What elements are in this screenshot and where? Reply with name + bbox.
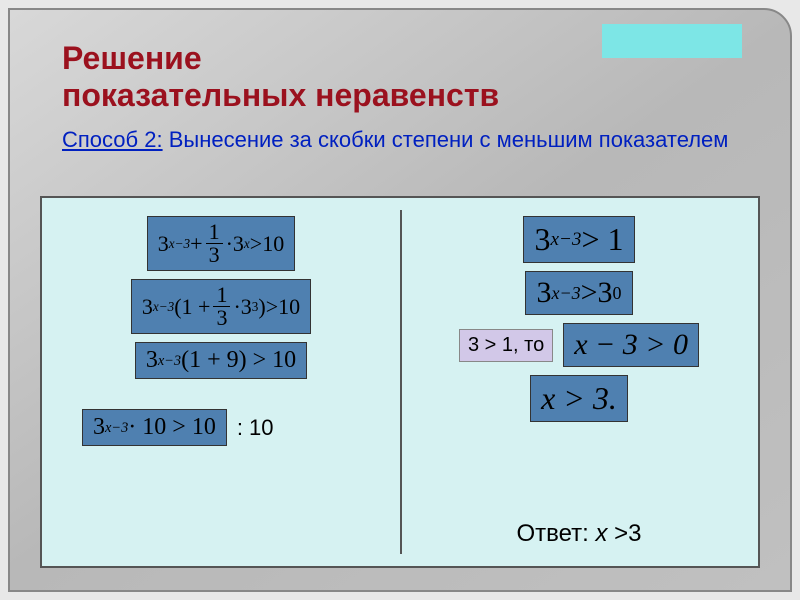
left-eq-4: 3x−3 · 10 > 10 — [82, 409, 227, 446]
left-column: 3x−3 + 13·3x > 10 3x−3(1 + 13·33) > 10 3… — [42, 198, 400, 566]
corner-badge — [602, 24, 742, 58]
left-eq-2: 3x−3(1 + 13·33) > 10 — [131, 279, 311, 334]
title-line-2: показательных неравенств — [62, 77, 499, 113]
answer-rest: >3 — [608, 520, 642, 547]
fraction: 13 — [213, 284, 230, 329]
base-note: 3 > 1, то — [459, 329, 553, 362]
subtitle-text: Вынесение за скобки степени с меньшим по… — [163, 127, 729, 152]
answer-line: Ответ: x >3 — [516, 520, 641, 548]
right-column: 3x−3 > 1 3x−3 > 30 3 > 1, то x − 3 > 0 x… — [400, 198, 758, 566]
work-area: 3x−3 + 13·3x > 10 3x−3(1 + 13·33) > 10 3… — [40, 196, 760, 568]
right-note-row: 3 > 1, то x − 3 > 0 — [459, 323, 699, 367]
left-eq-3: 3x−3(1 + 9) > 10 — [135, 342, 307, 379]
fraction: 13 — [206, 221, 223, 266]
slide-title: Решение показательных неравенств — [62, 40, 499, 114]
method-label: Способ 2: — [62, 127, 163, 152]
left-eq-1: 3x−3 + 13·3x > 10 — [147, 216, 295, 271]
slide-frame: Решение показательных неравенств Способ … — [8, 8, 792, 592]
right-eq-4: x > 3. — [530, 375, 628, 422]
title-line-1: Решение — [62, 40, 202, 76]
divide-note: : 10 — [237, 415, 274, 441]
answer-label: Ответ: — [516, 520, 595, 547]
right-eq-3: x − 3 > 0 — [563, 323, 699, 367]
slide-subtitle: Способ 2: Вынесение за скобки степени с … — [62, 126, 750, 154]
answer-var: x — [596, 520, 608, 547]
left-eq-4-row: 3x−3 · 10 > 10 : 10 — [82, 409, 274, 446]
right-eq-2: 3x−3 > 30 — [525, 271, 632, 315]
right-eq-1: 3x−3 > 1 — [523, 216, 634, 263]
